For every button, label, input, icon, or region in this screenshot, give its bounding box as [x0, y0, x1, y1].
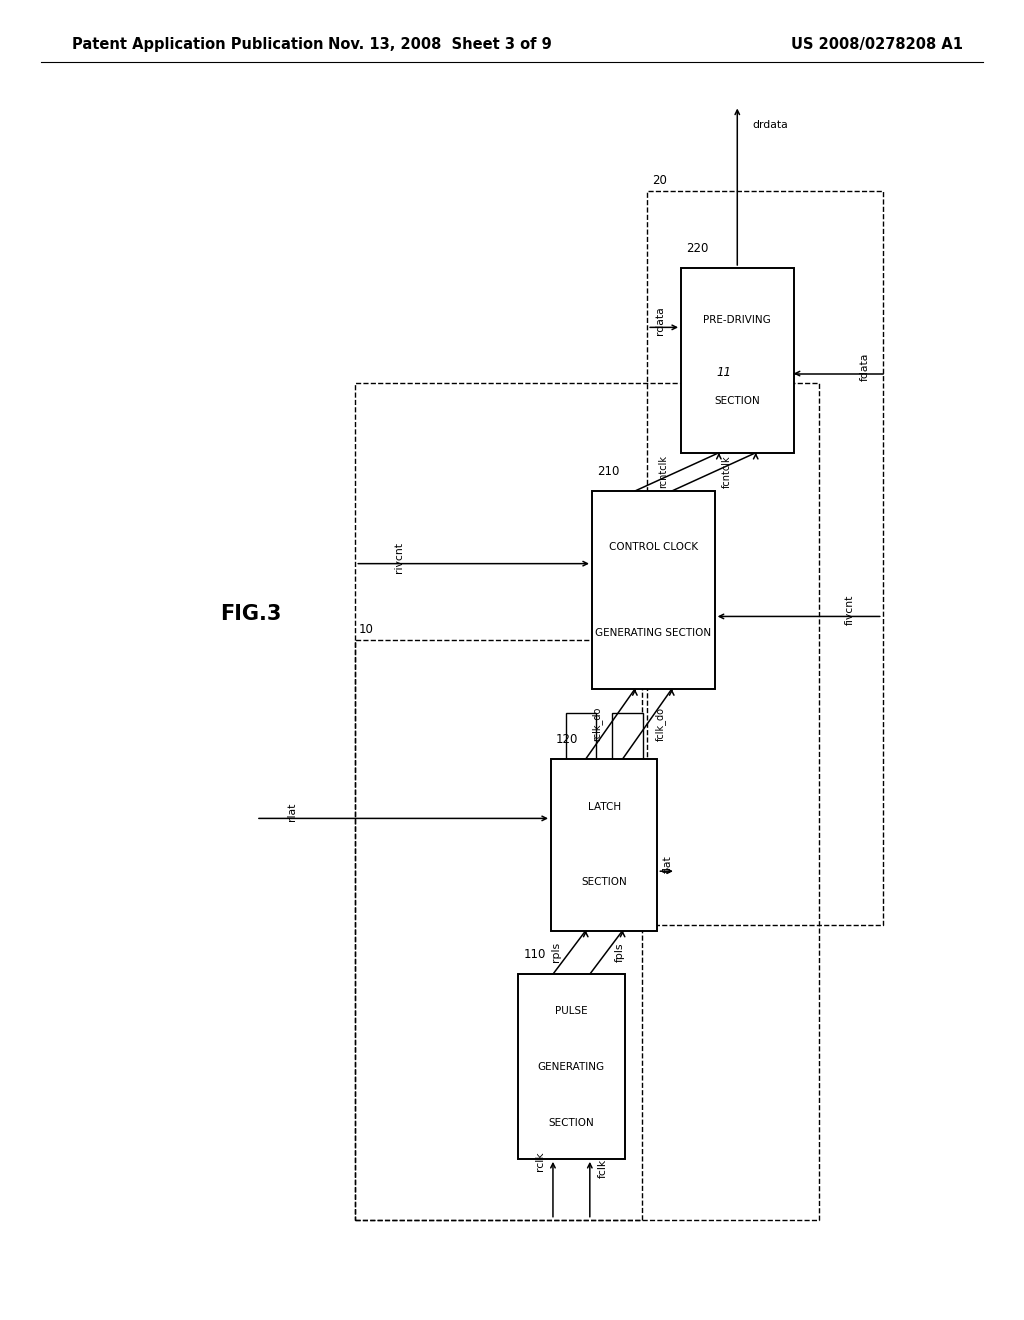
Text: US 2008/0278208 A1: US 2008/0278208 A1: [791, 37, 963, 53]
Text: PRE-DRIVING: PRE-DRIVING: [703, 315, 771, 325]
Text: SECTION: SECTION: [715, 396, 760, 405]
Bar: [355, 383, 819, 1220]
Text: SECTION: SECTION: [549, 1118, 594, 1127]
Bar: [612, 713, 643, 768]
Text: Nov. 13, 2008  Sheet 3 of 9: Nov. 13, 2008 Sheet 3 of 9: [329, 37, 552, 53]
Text: CONTROL CLOCK: CONTROL CLOCK: [608, 543, 698, 552]
Bar: [566, 713, 596, 768]
Text: 20: 20: [652, 174, 668, 187]
Text: LATCH: LATCH: [588, 803, 621, 813]
Text: fdata: fdata: [860, 352, 870, 381]
Text: rpls: rpls: [551, 942, 561, 962]
Text: 120: 120: [556, 733, 579, 746]
Text: Patent Application Publication: Patent Application Publication: [72, 37, 324, 53]
Text: SECTION: SECTION: [582, 876, 627, 887]
Text: 110: 110: [523, 948, 546, 961]
Bar: [355, 640, 642, 1220]
Bar: [518, 974, 625, 1159]
Bar: [647, 191, 883, 925]
Text: flat: flat: [663, 855, 673, 874]
Text: fpls: fpls: [614, 942, 625, 962]
Text: rclk: rclk: [535, 1152, 545, 1171]
Text: 210: 210: [597, 465, 620, 478]
Text: rlat: rlat: [287, 803, 297, 821]
Bar: [681, 268, 794, 453]
Text: rclk_do: rclk_do: [592, 706, 602, 742]
Text: GENERATING: GENERATING: [538, 1061, 605, 1072]
Text: GENERATING SECTION: GENERATING SECTION: [595, 628, 712, 638]
Text: fclk: fclk: [598, 1159, 608, 1177]
Text: rcntclk: rcntclk: [658, 455, 669, 488]
Text: rdata: rdata: [655, 306, 666, 335]
Text: 220: 220: [686, 242, 709, 255]
Text: 10: 10: [358, 623, 374, 636]
Text: drdata: drdata: [753, 120, 788, 131]
Text: FIG.3: FIG.3: [220, 603, 282, 624]
Text: fivcnt: fivcnt: [845, 594, 855, 626]
Text: rivcnt: rivcnt: [394, 541, 404, 573]
Text: fcntclk: fcntclk: [722, 455, 732, 488]
Bar: [592, 491, 715, 689]
Text: fclk_do: fclk_do: [655, 708, 666, 741]
Text: 11: 11: [717, 366, 732, 379]
Bar: [551, 759, 657, 931]
Text: PULSE: PULSE: [555, 1006, 588, 1015]
